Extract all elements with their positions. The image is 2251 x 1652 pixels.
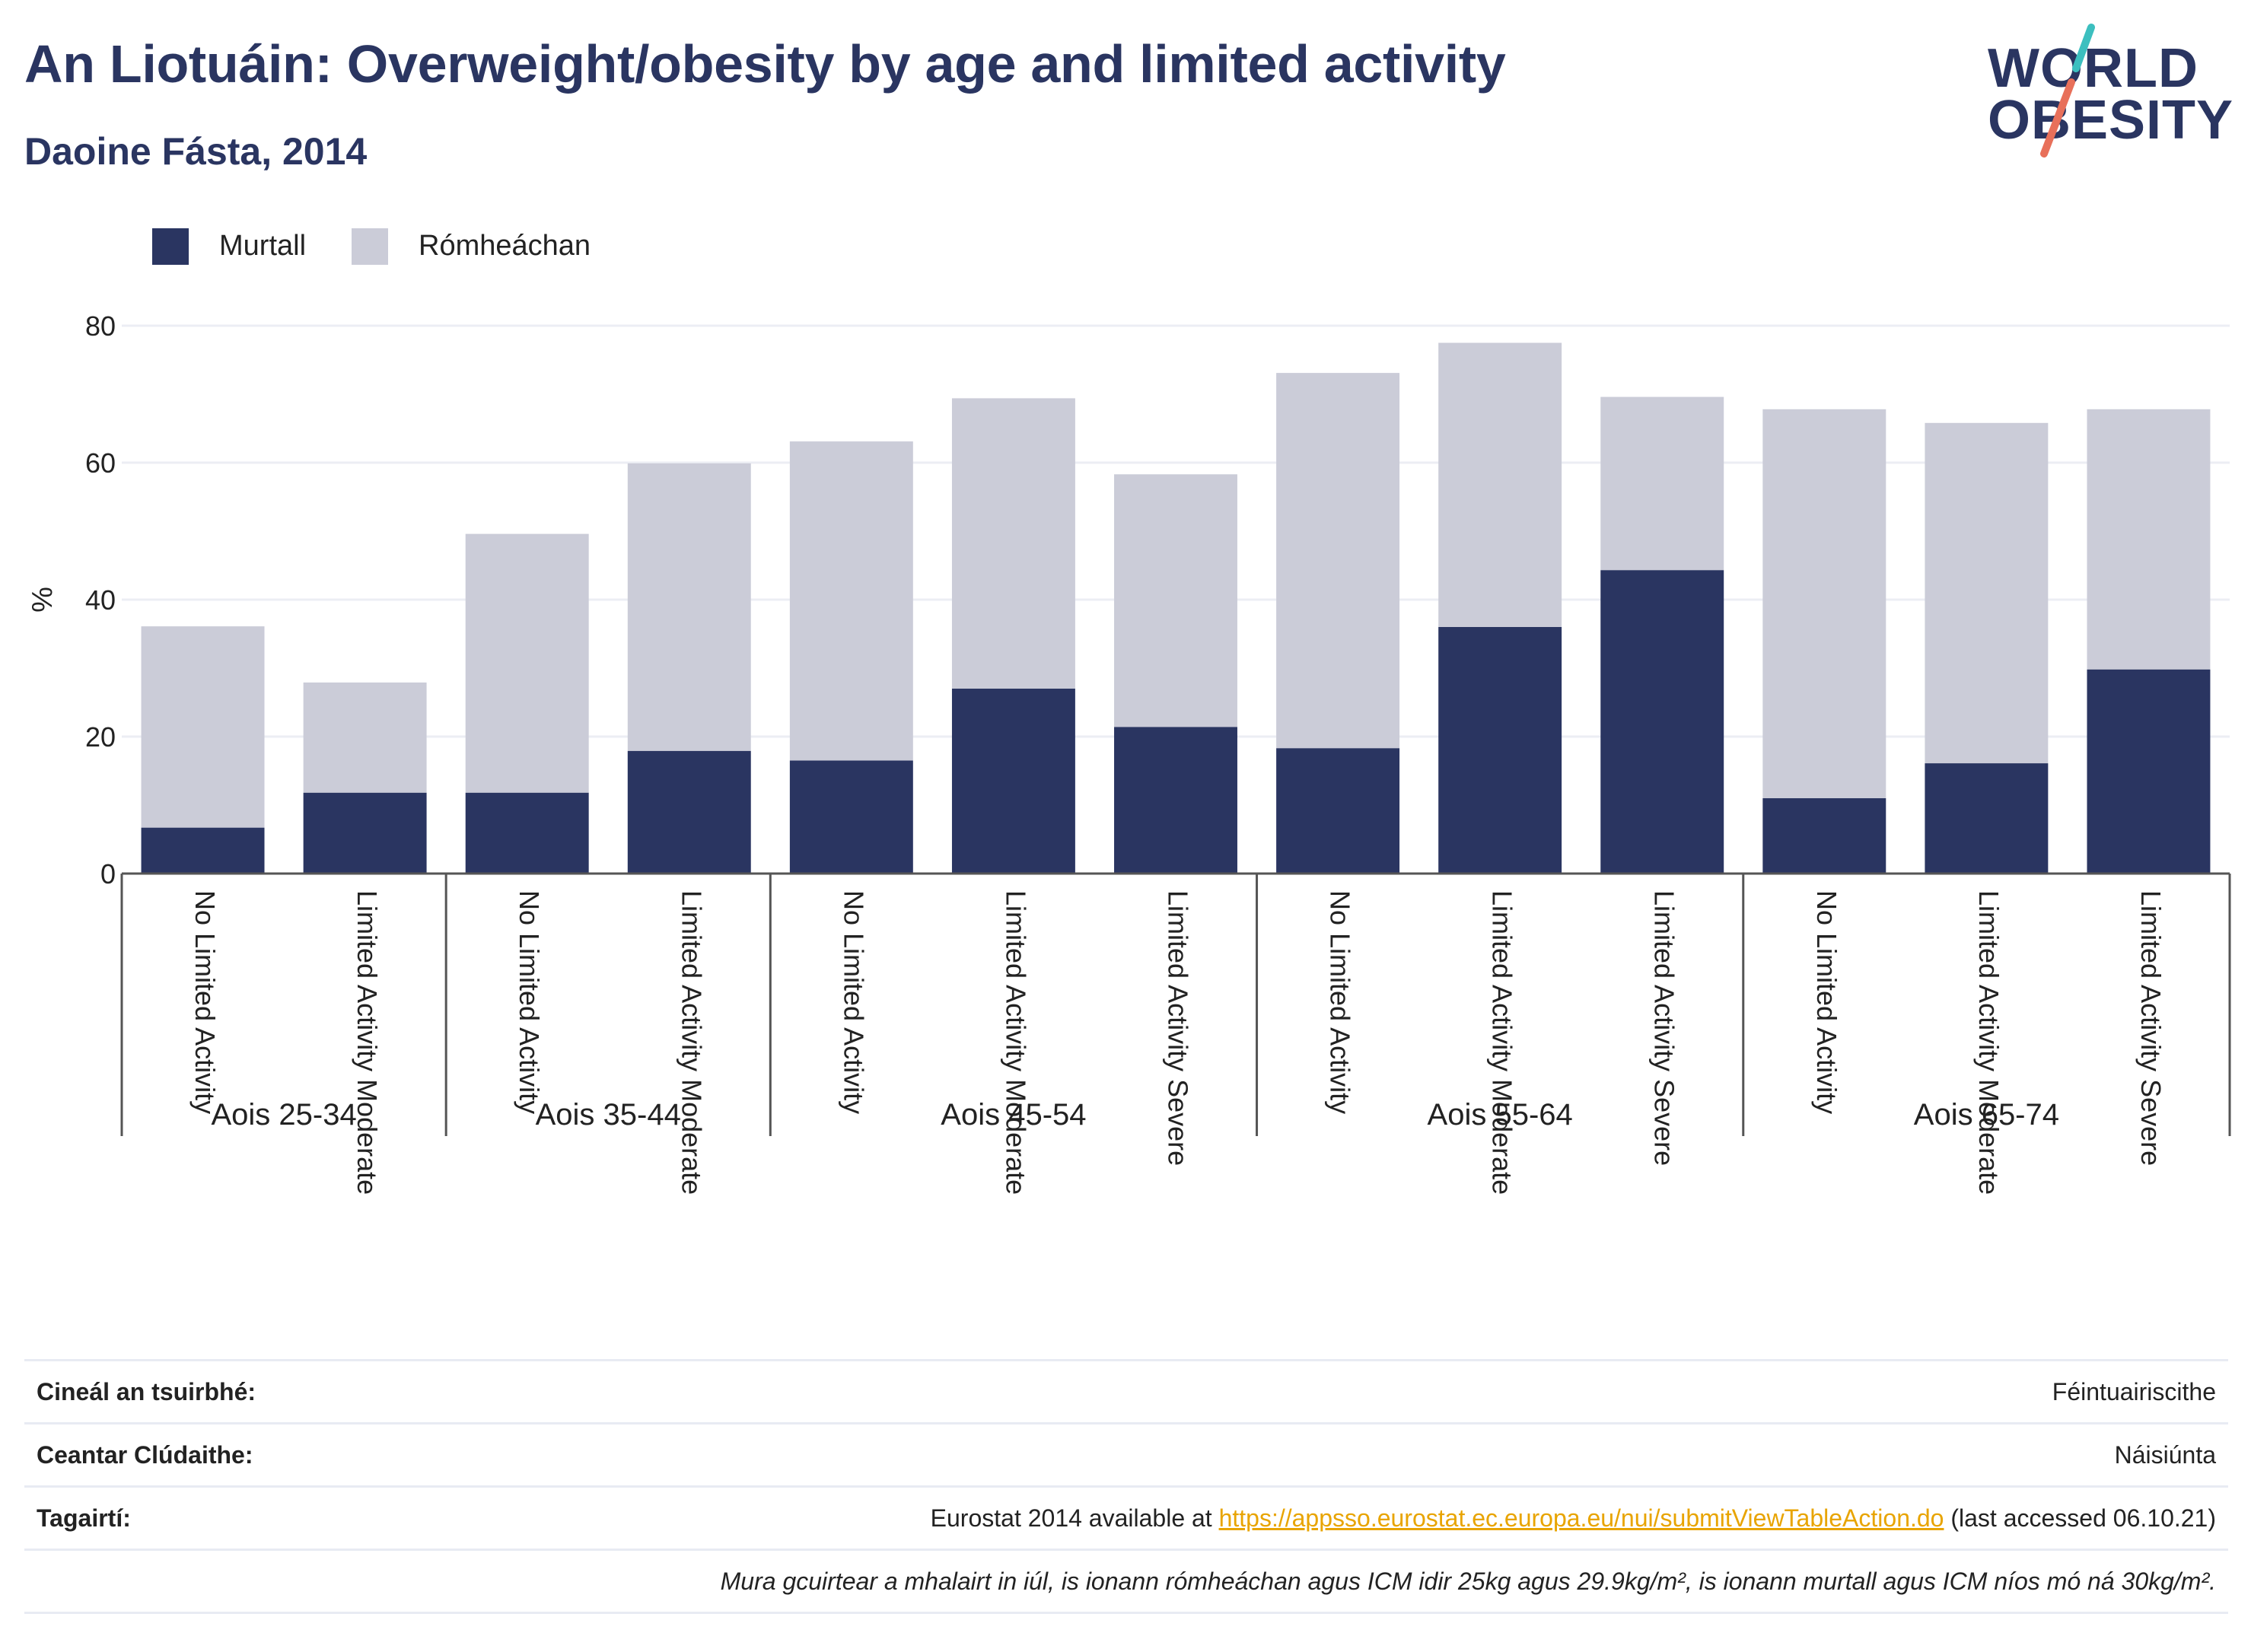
x-tick-label: Limited Activity Severe xyxy=(1162,890,1193,1166)
y-axis-label: % xyxy=(27,587,59,613)
bar-overweight xyxy=(789,441,913,761)
bar-overweight xyxy=(1438,342,1562,627)
y-tick-label: 40 xyxy=(85,584,116,616)
bar-obesity xyxy=(789,760,913,874)
reference-text: Eurostat 2014 available at xyxy=(930,1504,1219,1532)
legend-label-overweight: Rómheáchan xyxy=(419,230,591,262)
chart-subtitle: Daoine Fásta, 2014 xyxy=(24,130,368,173)
y-tick-label: 20 xyxy=(85,721,116,753)
info-label: Tagairtí: xyxy=(37,1504,131,1532)
group-label: Aois 55-64 xyxy=(1428,1098,1573,1132)
x-tick-label: No Limited Activity xyxy=(1325,890,1356,1114)
x-tick-label: Limited Activity Moderate xyxy=(1487,890,1518,1195)
bar-overweight xyxy=(2087,409,2211,670)
reference-link[interactable]: https://appsso.eurostat.ec.europa.eu/nui… xyxy=(1218,1504,1944,1532)
x-tick-label: No Limited Activity xyxy=(1811,890,1842,1114)
bar-overweight xyxy=(951,398,1075,689)
logo-line-1: WORLD xyxy=(1988,38,2198,99)
bar-overweight xyxy=(141,626,265,828)
group-label: Aois 35-44 xyxy=(536,1098,681,1132)
info-value: Eurostat 2014 available at https://appss… xyxy=(931,1504,2216,1533)
x-tick-label: Limited Activity Moderate xyxy=(676,890,707,1195)
bar-obesity xyxy=(303,792,427,874)
info-value: Féintuairiscithe xyxy=(2052,1378,2216,1405)
bar-obesity xyxy=(141,827,265,874)
group-label: Aois 25-34 xyxy=(211,1098,356,1132)
bar-overweight xyxy=(1925,422,2049,764)
legend-swatch-overweight xyxy=(352,228,388,265)
logo-slash-icon xyxy=(2040,24,2095,158)
x-tick-label: Limited Activity Severe xyxy=(1649,890,1680,1166)
bar-obesity xyxy=(951,689,1075,874)
info-label: Ceantar Clúdaithe: xyxy=(37,1441,253,1469)
bar-overweight xyxy=(1762,409,1886,798)
bar-obesity xyxy=(1762,798,1886,874)
world-obesity-logo: WORLD OBESITY xyxy=(1986,23,2237,160)
x-tick-label: No Limited Activity xyxy=(189,890,221,1114)
x-tick-label: Limited Activity Moderate xyxy=(1973,890,2004,1195)
group-label: Aois 65-74 xyxy=(1914,1098,2059,1132)
x-tick-label: Limited Activity Moderate xyxy=(1000,890,1031,1195)
y-tick-label: 80 xyxy=(85,310,116,342)
x-tick-label: No Limited Activity xyxy=(838,890,869,1114)
bar-obesity xyxy=(465,792,589,874)
bar-overweight xyxy=(465,533,589,793)
bar-obesity xyxy=(1114,727,1237,874)
bar-obesity xyxy=(1600,570,1724,874)
x-tick-label: Limited Activity Moderate xyxy=(352,890,383,1195)
stacked-bar-chart: 0 20 40 60 80% No Limited Activity Limited Act… xyxy=(27,310,2231,1195)
info-label: Cineál an tsuirbhé: xyxy=(37,1378,256,1405)
y-tick-label: 60 xyxy=(85,447,116,479)
chart-title: An Liotuáin: Overweight/obesity by age a… xyxy=(24,34,1506,94)
legend-label-obesity: Murtall xyxy=(219,230,307,262)
bar-overweight xyxy=(1600,396,1724,571)
info-row-area-covered: Ceantar Clúdaithe: Náisiúnta xyxy=(24,1424,2228,1488)
info-row-references: Tagairtí: Eurostat 2014 available at htt… xyxy=(24,1488,2228,1551)
bar-overweight xyxy=(1276,373,1400,749)
info-value: Náisiúnta xyxy=(2114,1441,2216,1469)
bar-obesity xyxy=(1438,627,1562,874)
bar-obesity xyxy=(1925,763,2049,874)
bar-overweight xyxy=(303,682,427,793)
reference-suffix: (last accessed 06.10.21) xyxy=(1944,1504,2216,1532)
info-row-survey-type: Cineál an tsuirbhé: Féintuairiscithe xyxy=(24,1361,2228,1424)
x-tick-label: Limited Activity Severe xyxy=(2135,890,2167,1166)
info-row-note: Mura gcuirtear a mhalairt in iúl, is ion… xyxy=(24,1551,2228,1614)
bar-obesity xyxy=(1276,748,1400,874)
x-tick-label: No Limited Activity xyxy=(514,890,545,1114)
y-tick-label: 0 xyxy=(100,858,116,890)
group-label: Aois 45-54 xyxy=(941,1098,1086,1132)
bar-obesity xyxy=(627,750,751,874)
bar-overweight xyxy=(627,463,751,751)
legend-swatch-obesity xyxy=(152,228,189,265)
bar-overweight xyxy=(1114,474,1237,727)
bar-obesity xyxy=(2087,669,2211,874)
definition-note: Mura gcuirtear a mhalairt in iúl, is ion… xyxy=(720,1568,2216,1595)
logo-line-2: OBESITY xyxy=(1988,90,2234,151)
info-table: Cineál an tsuirbhé: Féintuairiscithe Cea… xyxy=(24,1359,2228,1614)
chart-area: 0 20 40 60 80% No Limited Activity Limited Act… xyxy=(0,289,2251,1328)
